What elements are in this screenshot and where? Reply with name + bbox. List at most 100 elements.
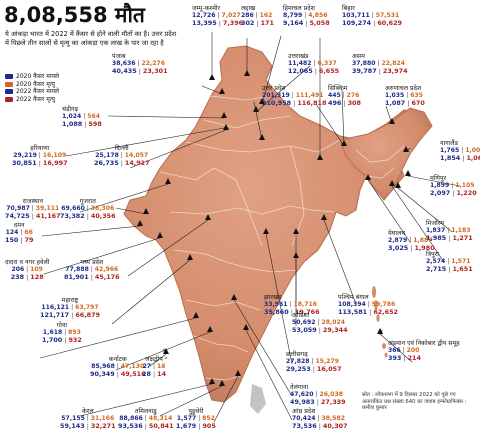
state-label-lakshadweep: लक्षद्वीप 27 | 13 28 | 14	[142, 356, 167, 378]
deaths-2022: 598	[88, 119, 102, 128]
deaths-2020: 7,027	[221, 12, 241, 20]
cases-2020: 77,888	[65, 266, 89, 274]
deaths-2020: 1,105	[455, 182, 475, 190]
state-label-chhattisgarh: छत्तीसगढ़ 27,828 | 15,279 29,253 | 16,057	[286, 351, 342, 373]
state-label-andaman: अंडमान एवं निकोबार द्वीप समूह 366 | 200 39…	[388, 340, 460, 362]
cases-2020: 33,961	[264, 301, 288, 309]
state-name: जम्मू-कश्मीर	[192, 5, 221, 12]
northeast-shape	[339, 107, 433, 201]
cases-2020: 85,968	[91, 363, 115, 371]
cases-2020: 116,121	[41, 304, 70, 312]
cases-2022: 150	[5, 235, 19, 244]
deaths-2022: 66,879	[75, 310, 100, 319]
deaths-2020: 42,966	[94, 266, 119, 274]
cases-2022: 30,851	[12, 158, 37, 167]
deaths-2022: 308	[347, 98, 361, 107]
deaths-2022: 7,396	[222, 18, 244, 27]
cases-2020: 8,799	[283, 12, 303, 20]
state-label-tripura: त्रिपुरा 2,574 | 1,571 2,715 | 1,651	[426, 251, 473, 273]
cases-2022: 49,983	[290, 397, 315, 406]
deaths-2022: 50,841	[148, 421, 174, 430]
cases-2020: 1,765	[440, 147, 460, 155]
deaths-2022: 128	[30, 272, 44, 281]
sri-lanka-shape	[250, 384, 266, 414]
state-label-maharashtra: महाराष्ट्र 116,121 | 63,797 121,717 | 66,8…	[40, 297, 100, 319]
deaths-2020: 109	[30, 266, 43, 274]
deaths-2022: 1,220	[456, 188, 477, 197]
state-label-tn: तमिलनाडु 88,866 | 48,314 93,536 | 50,841	[118, 408, 174, 430]
deaths-2020: 26,038	[319, 391, 343, 399]
cases-2022: 12,065	[288, 66, 313, 75]
legend-label: 2022 कैंसर मामले	[16, 88, 60, 95]
deaths-2020: 31,166	[90, 415, 115, 423]
cases-2020: 366	[388, 347, 401, 355]
state-label-gujarat: गुजरात 69,660 | 38,306 73,382 | 40,356	[60, 198, 116, 220]
deaths-2022: 905	[202, 421, 216, 430]
deaths-2022: 49,516	[120, 369, 146, 378]
cases-2022: 59,143	[60, 421, 85, 430]
deaths-2020: 59,786	[371, 301, 396, 309]
state-name: हरियाणा	[30, 145, 50, 152]
legend-swatch	[5, 89, 13, 95]
legend: 2020 कैंसर मामले 2020 कैंसर मृत्यु 2022 …	[5, 73, 59, 103]
state-label-jk: जम्मू-कश्मीर 12,726 | 7,027 13,395 | 7,396	[192, 5, 244, 27]
cases-2020: 201,319	[262, 92, 290, 100]
deaths-2020: 852	[202, 415, 215, 423]
cases-2020: 1,577	[176, 415, 197, 423]
deaths-2020: 57,531	[375, 12, 400, 20]
state-label-hp: हिमाचल प्रदेश 8,799 | 4,856 9,164 | 5,058	[283, 5, 330, 27]
cases-2020: 47,620	[290, 391, 314, 399]
deaths-2020: 15,279	[315, 358, 339, 366]
deaths-2022: 1,271	[452, 233, 473, 242]
legend-item: 2022 कैंसर मृत्यु	[5, 96, 59, 104]
cases-2020: 27,828	[286, 358, 310, 366]
deaths-2020: 276	[346, 92, 360, 100]
cases-2020: 206	[11, 266, 25, 274]
state-name: सिक्किम	[328, 85, 348, 92]
deaths-2022: 60,629	[377, 18, 402, 27]
state-label-rajasthan: राजस्थान 70,987 | 39,111 74,725 | 41,167	[5, 198, 61, 220]
cases-2020: 108,394	[338, 301, 366, 309]
deaths-2020: 6,337	[317, 60, 337, 68]
source-note: स्रोत : लोकसभा में 9 दिसंबर 2022 को पूछे…	[362, 392, 467, 412]
cases-2022: 1,679	[176, 421, 197, 430]
cases-2020: 70,987	[6, 205, 30, 213]
deaths-2022: 116,818	[297, 98, 327, 107]
state-label-mizoram: मिजोरम 1,837 | 1,183 1,985 | 1,271	[426, 220, 473, 242]
legend-label: 2020 कैंसर मामले	[16, 73, 60, 80]
cases-2022: 35,860	[264, 307, 289, 316]
cases-2022: 121,717	[40, 310, 70, 319]
state-name: राजस्थान	[22, 198, 43, 205]
cases-2020: 69,660	[61, 205, 85, 213]
cases-2022: 93,536	[118, 421, 143, 430]
deaths-2020: 16,109	[42, 152, 67, 160]
cases-2020: 1,035	[385, 92, 405, 100]
deaths-2020: 18,716	[293, 301, 317, 309]
cases-2022: 90,349	[90, 369, 115, 378]
cases-2020: 38,636	[112, 60, 136, 68]
state-label-ladakh: लद्दाख 286 | 162 302 | 171	[241, 5, 274, 27]
cases-2022: 13,395	[192, 18, 217, 27]
state-label-daman: दमन 124 | 66 150 | 79	[5, 222, 34, 244]
deaths-2022: 62,652	[373, 307, 398, 316]
cases-2020: 57,155	[61, 415, 85, 423]
deaths-2022: 40,307	[322, 421, 348, 430]
state-name: बिहार	[342, 5, 355, 12]
cases-2020: 1,899	[430, 182, 450, 190]
state-markers	[137, 70, 411, 386]
cases-2022: 28	[142, 369, 151, 378]
cases-2022: 81,901	[64, 272, 89, 281]
state-name: केरल	[81, 408, 94, 415]
deaths-2022: 27,339	[320, 397, 346, 406]
cases-2022: 109,274	[342, 18, 372, 27]
state-name: मिजोरम	[426, 220, 445, 227]
state-name: मध्य प्रदेश	[80, 259, 104, 266]
cases-2020: 27	[142, 363, 152, 371]
deaths-2022: 23,974	[382, 66, 408, 75]
state-name: ओडिशा	[292, 312, 310, 319]
state-label-manipur: मणिपुर 1,899 | 1,105 2,097 | 1,220	[430, 175, 477, 197]
deaths-2020: 4,856	[308, 12, 328, 20]
state-name: लक्षद्वीप	[145, 356, 163, 363]
deaths-2020: 47,130	[120, 363, 145, 371]
state-label-punjab: पंजाब 38,636 | 22,276 40,435 | 23,301	[112, 53, 168, 75]
